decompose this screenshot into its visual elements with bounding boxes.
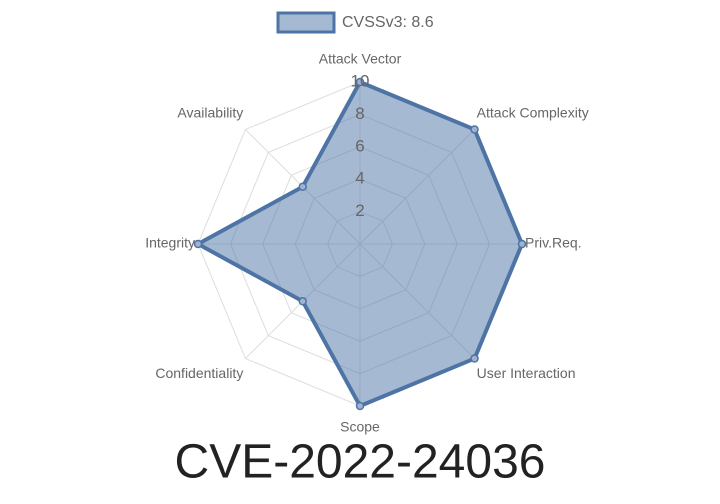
data-point: [298, 182, 307, 191]
data-point: [355, 401, 365, 411]
tick-label: 4: [355, 169, 364, 188]
data-point: [470, 125, 479, 134]
tick-label: 2: [355, 201, 364, 220]
data-point: [298, 297, 307, 306]
data-point: [517, 239, 527, 249]
chart-title: CVE-2022-24036: [175, 436, 546, 489]
tick-label: 8: [355, 104, 364, 123]
legend-label: CVSSv3: 8.6: [342, 14, 434, 31]
data-point: [193, 239, 203, 249]
axis-label: Confidentiality: [155, 365, 243, 381]
tick-label: 6: [355, 136, 364, 155]
data-point: [355, 77, 365, 87]
legend-swatch: [276, 11, 336, 34]
axis-label: Attack Vector: [319, 51, 402, 67]
axis-label: Availability: [177, 105, 243, 121]
tick-label: 10: [351, 71, 370, 90]
axis-label: Integrity: [145, 235, 195, 251]
axis-label: Scope: [340, 419, 380, 435]
data-point: [470, 354, 479, 363]
axis-label: Attack Complexity: [477, 105, 589, 121]
axis-label: Priv.Req.: [525, 235, 582, 251]
axis-label: User Interaction: [477, 365, 576, 381]
